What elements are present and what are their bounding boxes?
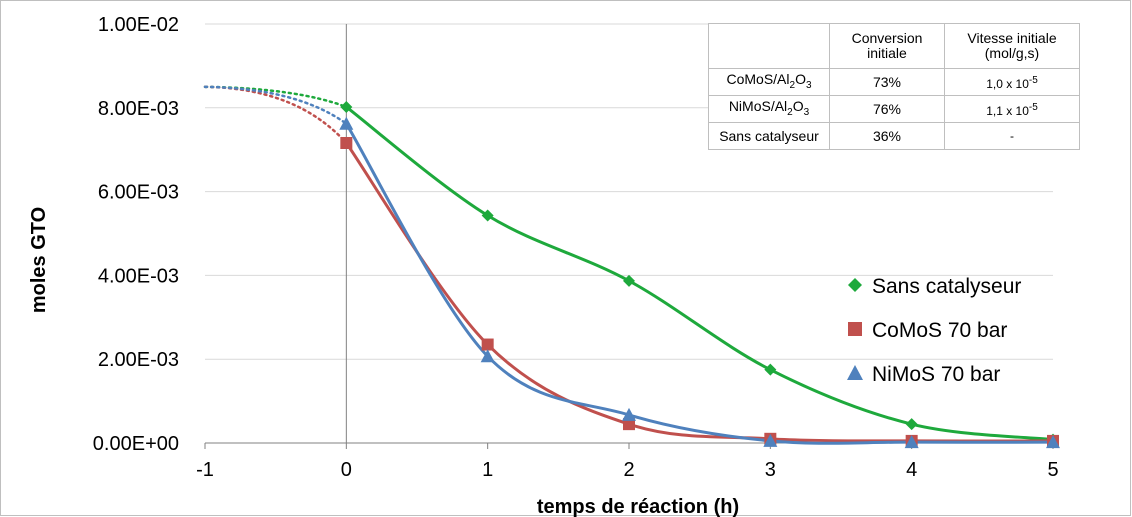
table-header-empty <box>708 23 830 69</box>
data-markers <box>339 100 1060 449</box>
data-point <box>1046 435 1060 449</box>
data-point <box>340 100 353 113</box>
summary-table: Conversion initiale Vitesse initiale (mo… <box>708 23 1080 150</box>
table-cell-catalyst: CoMoS/Al2O3 <box>708 68 830 96</box>
legend-label: Sans catalyseur <box>872 275 1021 298</box>
legend-label: CoMoS 70 bar <box>872 319 1007 342</box>
data-point <box>763 433 778 447</box>
legend-marker <box>847 365 863 380</box>
table-cell-conversion: 36% <box>829 122 945 150</box>
y-tick-label: 2.00E-03 <box>98 349 179 371</box>
table-cell-conversion: 76% <box>829 95 945 123</box>
x-axis-label: temps de réaction (h) <box>537 496 739 517</box>
legend-label: NiMoS 70 bar <box>872 363 1000 386</box>
extrapolation-line <box>203 85 348 145</box>
trend-line <box>345 105 1054 442</box>
table-row: CoMoS/Al2O3 73% 1,0 x 10-5 <box>708 68 1080 96</box>
y-tick-label: 8.00E-03 <box>98 98 179 120</box>
y-tick-label: 6.00E-03 <box>98 182 179 204</box>
data-point <box>623 418 635 431</box>
legend-marker <box>848 322 862 336</box>
data-point <box>622 407 636 421</box>
table-header-rate: Vitesse initiale (mol/g,s) <box>944 23 1080 69</box>
data-point <box>764 363 777 376</box>
data-point <box>623 274 635 287</box>
x-tick-label: 0 <box>341 459 352 481</box>
data-point <box>480 349 495 363</box>
y-tick-label: 4.00E-03 <box>98 265 179 287</box>
table-cell-catalyst: Sans catalyseur <box>708 122 830 150</box>
y-tick-label: 0.00E+00 <box>93 433 179 455</box>
table-row: NiMoS/Al2O3 76% 1,1 x 10-5 <box>708 95 1080 123</box>
data-point <box>905 418 918 431</box>
data-point <box>340 136 353 149</box>
data-point <box>339 116 354 130</box>
x-tick-label: 4 <box>906 459 917 481</box>
table-cell-rate: 1,0 x 10-5 <box>944 68 1080 96</box>
x-tick-label: 3 <box>765 459 776 481</box>
table-cell-catalyst: NiMoS/Al2O3 <box>708 95 830 123</box>
table-cell-conversion: 73% <box>829 68 945 96</box>
data-point <box>481 209 494 222</box>
axes: 0.00E+00 2.00E-03 4.00E-03 6.00E-03 8.00E-03… <box>93 14 1059 481</box>
table-header-conversion: Conversion initiale <box>829 23 945 69</box>
x-tick-label: 5 <box>1047 459 1058 481</box>
data-point <box>481 338 494 351</box>
x-tick-label: 2 <box>623 459 634 481</box>
table-cell-rate: - <box>944 122 1080 150</box>
y-tick-label: 1.00E-02 <box>98 14 179 36</box>
table-cell-rate: 1,1 x 10-5 <box>944 95 1080 123</box>
x-tick-label: -1 <box>196 459 214 481</box>
legend: Sans catalyseur CoMoS 70 bar NiMoS 70 bar <box>847 275 1021 386</box>
x-tick-label: 1 <box>482 459 493 481</box>
extrapolation-line <box>203 85 348 125</box>
table-header-row: Conversion initiale Vitesse initiale (mo… <box>708 23 1080 69</box>
data-point <box>904 435 919 449</box>
y-axis-label: moles GTO <box>28 207 50 313</box>
table-row: Sans catalyseur 36% - <box>708 122 1080 150</box>
legend-marker <box>848 278 862 292</box>
